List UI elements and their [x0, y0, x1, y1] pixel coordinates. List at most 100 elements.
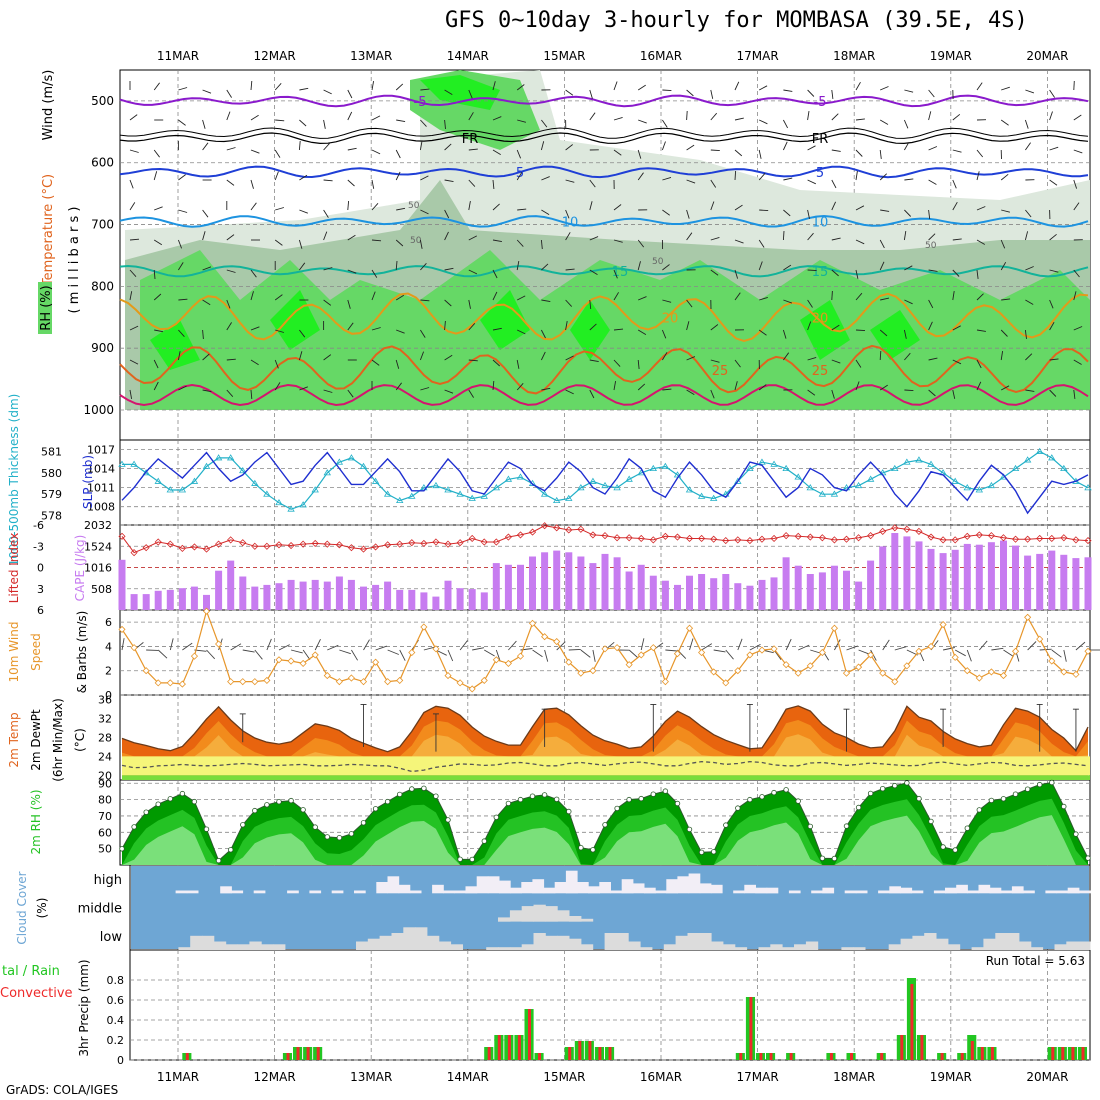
date-tick-bottom: 11MAR — [157, 1070, 199, 1084]
li-point — [1036, 534, 1044, 543]
wind-speed-point — [275, 656, 283, 664]
li-point — [202, 545, 211, 553]
wind-barb — [662, 352, 668, 361]
cloud-cell — [287, 890, 299, 894]
wind-barb — [178, 262, 184, 271]
cloud-cell — [710, 884, 723, 894]
wind-barb — [807, 179, 816, 185]
li-point — [770, 534, 778, 543]
li-point — [166, 540, 174, 548]
cape-bar — [806, 574, 814, 610]
wind-barb — [250, 114, 259, 121]
cloud-cell — [1056, 890, 1069, 894]
cloud-cell — [971, 947, 984, 950]
li-point — [444, 540, 452, 548]
cloud-cell — [734, 947, 748, 950]
wind-speed-point — [794, 669, 802, 677]
precip-tick: 0.2 — [107, 1034, 125, 1047]
wind-barb — [783, 352, 790, 361]
wind-barb — [807, 269, 817, 272]
rh2m-point — [264, 802, 270, 808]
wind-speed-point — [867, 651, 875, 659]
temp-axis-label-4: (°C) — [73, 728, 87, 752]
wind-barb — [734, 292, 741, 301]
rh2m-point — [952, 847, 958, 853]
wind-barb-10m — [725, 649, 734, 660]
cape-bar — [843, 570, 850, 610]
cloud-cell — [213, 941, 227, 950]
wind-barb — [758, 239, 765, 248]
rh2m-point — [348, 831, 355, 837]
wind-barb — [855, 171, 858, 181]
rh2m-point — [1036, 781, 1043, 788]
wind-barb — [903, 329, 907, 339]
wind-barb-10m — [1027, 641, 1037, 651]
li-point — [287, 541, 295, 550]
wind-barb — [492, 239, 502, 243]
wind-barb — [686, 356, 696, 361]
cloud-cell — [367, 938, 381, 950]
thickness-point — [214, 454, 223, 461]
rh2m-fill-layer — [122, 798, 1088, 865]
wind-barb — [1001, 86, 1010, 91]
wind-barb — [202, 119, 206, 129]
wind-speed-point — [154, 679, 162, 687]
grads-credit: GrADS: COLA/IGES — [6, 1083, 119, 1097]
wind-barb — [613, 292, 619, 301]
li-point — [879, 527, 887, 535]
cape-bar — [299, 581, 307, 610]
rh2m-point — [505, 800, 512, 807]
rh-label: 50 — [410, 236, 422, 246]
cape-bar — [987, 542, 995, 610]
wind-barb-10m — [278, 644, 290, 651]
wind-barb — [1000, 239, 1006, 249]
wind-barb — [226, 111, 231, 121]
wind-barb — [807, 89, 815, 97]
precip-conv-bar — [980, 1047, 984, 1060]
wind-barb — [952, 325, 961, 331]
wind-barb — [976, 171, 980, 181]
wind-barb — [807, 389, 816, 396]
rh2m-point — [191, 798, 198, 805]
wind-barb — [637, 149, 642, 159]
wind-speed-point — [1060, 668, 1068, 676]
wind-barb — [202, 231, 206, 241]
wind-barb-10m — [665, 649, 678, 652]
cape-bar — [239, 576, 247, 610]
wind-barb-10m — [628, 649, 639, 659]
precip-conv-bar — [528, 1009, 531, 1060]
cloud-cell — [610, 890, 623, 894]
wind-barb — [202, 266, 212, 271]
wind-barb-10m — [894, 646, 907, 651]
wind-barb — [807, 111, 810, 121]
date-tick-bottom: 16MAR — [640, 1070, 682, 1084]
wind-barb — [879, 119, 889, 125]
cloud-cell — [936, 938, 949, 950]
wind-barb — [1049, 233, 1057, 241]
precip-conv-bar — [608, 1047, 612, 1060]
rh2m-point — [119, 846, 125, 852]
wind-barb — [1024, 119, 1029, 129]
cloud-cell — [387, 876, 400, 894]
wind-barb — [783, 209, 791, 217]
cloud-cell — [1067, 887, 1080, 894]
rh2m-point — [445, 817, 451, 823]
wind-barb — [371, 327, 381, 331]
wind-barb — [662, 89, 672, 92]
cloud-level-label: high — [94, 873, 122, 888]
li-point — [154, 538, 162, 546]
contour-label: 20 — [662, 311, 679, 326]
li-point — [891, 524, 899, 532]
rh2m-point — [300, 807, 306, 813]
slp-line — [121, 451, 1089, 515]
wind-barb-10m — [387, 649, 399, 655]
wind-barb — [880, 209, 890, 212]
li-tick: -3 — [33, 540, 44, 553]
thickness-point — [311, 486, 319, 493]
wind-barb — [1024, 329, 1027, 339]
cape-bar — [613, 557, 621, 610]
precip-conv-bar — [286, 1053, 290, 1060]
cloud-cell — [225, 944, 238, 950]
li-point — [118, 532, 126, 540]
date-tick-bottom: 18MAR — [833, 1070, 875, 1084]
